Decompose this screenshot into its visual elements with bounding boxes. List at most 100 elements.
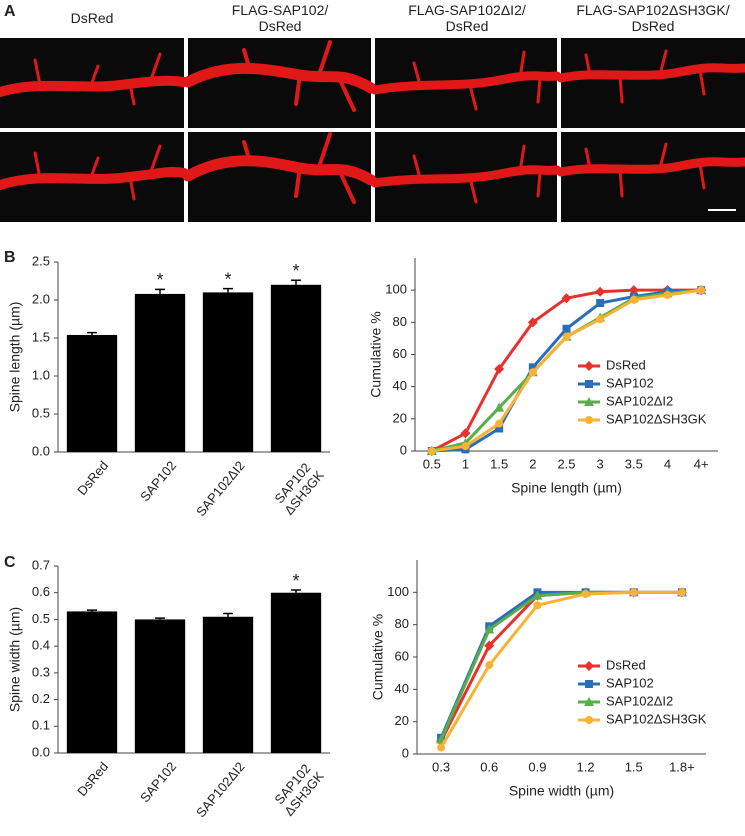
y-tick-label: 0.2 bbox=[32, 691, 50, 706]
data-point bbox=[484, 624, 495, 634]
bar bbox=[66, 611, 118, 753]
bar bbox=[66, 334, 118, 452]
x-tick-label: 1 bbox=[462, 456, 469, 471]
y-tick-label: 0.4 bbox=[32, 638, 50, 653]
x-tick-label: 0.3 bbox=[432, 759, 450, 774]
error-bar bbox=[155, 288, 165, 294]
x-tick-label: 1.2 bbox=[577, 759, 595, 774]
error-bar bbox=[155, 617, 165, 620]
data-point bbox=[629, 588, 638, 597]
data-point bbox=[596, 299, 605, 308]
y-tick-label: 0.0 bbox=[32, 744, 50, 759]
panel-label: A bbox=[4, 3, 16, 20]
data-point bbox=[561, 293, 572, 304]
legend-label: SAP102 bbox=[606, 675, 654, 690]
legend-label: SAP102ΔI2 bbox=[606, 693, 673, 708]
bar bbox=[270, 284, 322, 452]
y-axis-title: Spine width (µm) bbox=[7, 607, 23, 712]
column-header: FLAG-SAP102ΔI2/ bbox=[408, 2, 526, 18]
y-tick-label: 20 bbox=[393, 410, 407, 425]
y-axis-title: Cumulative % bbox=[370, 614, 386, 700]
series-line bbox=[431, 288, 702, 453]
data-point bbox=[495, 419, 504, 428]
series-line bbox=[431, 288, 702, 453]
y-axis-title: Spine length (µm) bbox=[7, 302, 23, 413]
data-point bbox=[532, 590, 543, 600]
y-tick-label: 80 bbox=[395, 616, 409, 631]
bar bbox=[202, 292, 254, 452]
y-tick-label: 80 bbox=[393, 314, 407, 329]
significance-mark: * bbox=[292, 261, 299, 281]
x-tick-label: 0.9 bbox=[528, 759, 546, 774]
y-tick-label: 0.5 bbox=[32, 405, 50, 420]
y-tick-label: 100 bbox=[387, 584, 409, 599]
y-tick-label: 60 bbox=[395, 648, 409, 663]
error-bar bbox=[291, 279, 301, 285]
data-point bbox=[527, 317, 538, 328]
data-point bbox=[461, 442, 470, 451]
panel-label: C bbox=[4, 554, 16, 571]
y-tick-label: 0 bbox=[402, 745, 409, 760]
x-axis-title: Spine length (µm) bbox=[511, 480, 622, 496]
dendrites bbox=[0, 40, 745, 204]
bar bbox=[134, 619, 186, 753]
y-tick-label: 0.1 bbox=[32, 718, 50, 733]
legend-marker bbox=[585, 380, 593, 388]
column-header: DsRed bbox=[631, 18, 675, 34]
data-point bbox=[581, 589, 590, 598]
x-axis-title: Spine width (µm) bbox=[509, 783, 614, 799]
legend-marker bbox=[585, 716, 593, 724]
series-line bbox=[439, 590, 682, 749]
micrograph bbox=[561, 132, 745, 222]
error-bar bbox=[223, 287, 233, 293]
column-header: FLAG-SAP102/ bbox=[231, 2, 329, 18]
legend-label: SAP102ΔI2 bbox=[606, 393, 673, 408]
legend-marker bbox=[584, 697, 594, 706]
data-point bbox=[494, 402, 505, 412]
x-tick-label: 2 bbox=[529, 456, 536, 471]
significance-mark: * bbox=[292, 571, 299, 591]
data-point bbox=[437, 743, 446, 752]
x-tick-label: 0.6 bbox=[480, 759, 498, 774]
x-tick-label: 4 bbox=[664, 456, 671, 471]
y-axis-title: Cumulative % bbox=[368, 311, 384, 397]
data-point bbox=[562, 324, 571, 333]
y-tick-label: 100 bbox=[385, 282, 407, 297]
data-point bbox=[677, 588, 686, 597]
legend-marker bbox=[584, 361, 594, 371]
y-tick-label: 0.0 bbox=[32, 443, 50, 458]
significance-mark: * bbox=[224, 269, 231, 289]
x-tick-label: 3 bbox=[597, 456, 604, 471]
error-bar bbox=[291, 589, 301, 593]
column-header: FLAG-SAP102ΔSH3GK/ bbox=[576, 2, 730, 18]
legend-label: SAP102 bbox=[606, 375, 654, 390]
y-tick-label: 0 bbox=[400, 442, 407, 457]
data-point bbox=[427, 447, 436, 455]
x-tick-label: 1.5 bbox=[490, 456, 508, 471]
series-line bbox=[431, 288, 702, 453]
micrograph bbox=[561, 38, 745, 128]
legend-marker bbox=[584, 397, 594, 406]
data-point bbox=[460, 428, 471, 439]
data-point bbox=[485, 661, 494, 670]
legend-marker bbox=[584, 661, 594, 671]
legend-label: DsRed bbox=[606, 357, 646, 372]
bar bbox=[270, 592, 322, 753]
data-point bbox=[533, 601, 542, 610]
legend-marker bbox=[585, 416, 593, 424]
error-bar bbox=[223, 612, 233, 617]
data-point bbox=[663, 290, 672, 299]
micrographs bbox=[0, 38, 745, 222]
y-tick-label: 20 bbox=[395, 713, 409, 728]
data-point bbox=[595, 286, 606, 297]
y-tick-label: 2.0 bbox=[32, 291, 50, 306]
y-tick-label: 0.7 bbox=[32, 557, 50, 572]
data-point bbox=[596, 315, 605, 324]
y-tick-label: 0.3 bbox=[32, 664, 50, 679]
data-point bbox=[495, 424, 504, 433]
x-tick-label: 2.5 bbox=[557, 456, 575, 471]
y-tick-label: 40 bbox=[395, 681, 409, 696]
x-tick-label: 1.5 bbox=[625, 759, 643, 774]
